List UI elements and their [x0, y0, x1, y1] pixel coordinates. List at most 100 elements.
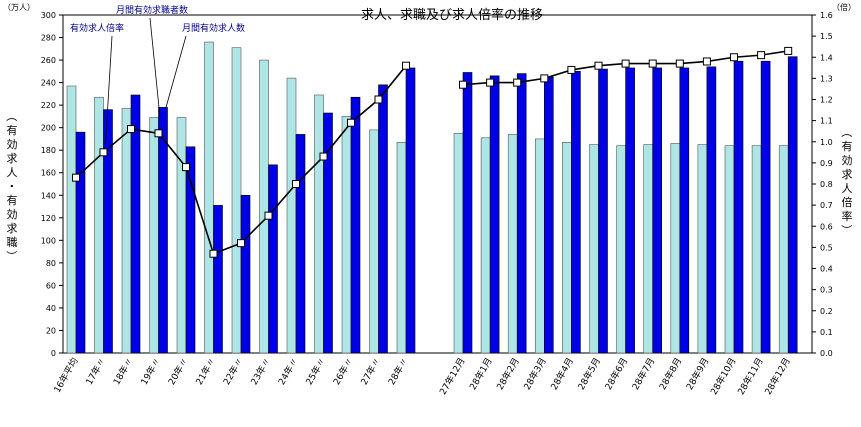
- bar-openings: [652, 67, 663, 354]
- bar-openings: [350, 96, 361, 354]
- category-label: 28年3月: [521, 356, 549, 392]
- right-tick-label: 0.9: [820, 159, 833, 168]
- left-tick-label: 280: [41, 34, 56, 43]
- bar-jobseekers: [724, 145, 735, 354]
- right-tick-label: 0.5: [820, 243, 833, 252]
- bar-openings: [706, 66, 717, 354]
- axis-title-glyph: 有: [842, 139, 853, 153]
- ratio-marker: [209, 249, 218, 258]
- right-tick-label: 1.4: [820, 53, 833, 62]
- axis-title-glyph: 効: [7, 137, 18, 151]
- annotation-label: 月間有効求職者数: [116, 4, 188, 16]
- right-tick-label: 0.2: [820, 307, 833, 316]
- left-tick-label: 220: [41, 101, 56, 110]
- right-tick-label: 1.6: [820, 11, 833, 20]
- bar-jobseekers: [751, 145, 762, 354]
- bar-openings: [213, 205, 223, 354]
- left-tick-label: 20: [46, 326, 56, 335]
- bar-jobseekers: [670, 143, 681, 354]
- bar-jobseekers: [259, 59, 269, 354]
- annotation-label: 月間有効求人数: [182, 22, 245, 34]
- ratio-marker: [182, 163, 190, 172]
- right-tick-label: 0.1: [820, 328, 833, 337]
- ratio-marker: [99, 148, 108, 157]
- annotation-leader: [149, 17, 161, 118]
- category-label: 28年7月: [629, 356, 657, 392]
- category-label: 27年〃: [358, 356, 383, 388]
- axis-title-glyph: 人: [7, 166, 18, 179]
- bar-openings: [516, 73, 527, 354]
- left-tick-label: 100: [41, 236, 56, 245]
- axis-title-glyph: ）: [840, 225, 853, 236]
- category-label: 28年9月: [684, 356, 712, 392]
- ratio-marker: [757, 51, 766, 60]
- right-tick-label: 0.8: [820, 180, 833, 189]
- right-tick-label: 0.0: [820, 349, 833, 358]
- ratio-marker: [513, 78, 522, 87]
- ratio-marker: [730, 53, 738, 62]
- bar-openings: [240, 194, 251, 354]
- category-label: 28年1月: [467, 355, 495, 391]
- left-tick-label: 200: [41, 124, 56, 133]
- bar-openings: [323, 112, 333, 354]
- right-axis-title: （有効求人倍率 ）: [840, 127, 853, 236]
- ratio-marker: [264, 211, 273, 220]
- axis-title-glyph: 人: [842, 182, 853, 195]
- bar-jobseekers: [314, 94, 324, 354]
- bar-openings: [103, 109, 113, 354]
- category-label: 18年〃: [110, 356, 135, 388]
- category-label: 22年〃: [220, 356, 245, 388]
- axis-title-glyph: 職: [7, 236, 18, 249]
- left-tick-label: 140: [41, 191, 56, 200]
- bar-openings: [295, 134, 306, 354]
- bar-openings: [75, 131, 86, 354]
- category-label: 27年12月: [437, 356, 468, 397]
- ratio-marker: [347, 118, 355, 127]
- bar-openings: [405, 67, 416, 354]
- ratio-marker: [702, 57, 711, 66]
- left-tick-label: 80: [46, 259, 56, 268]
- bar-jobseekers: [480, 137, 491, 354]
- axis-title-glyph: 有: [7, 193, 18, 207]
- annotation-leader: [105, 35, 113, 145]
- bar-jobseekers: [231, 47, 242, 354]
- bar-jobseekers: [453, 133, 464, 354]
- category-label: 28年2月: [494, 356, 522, 392]
- bar-jobseekers: [176, 117, 187, 354]
- category-label: 28年8月: [656, 356, 684, 392]
- axis-title-glyph: 効: [7, 207, 18, 221]
- bar-openings: [185, 146, 196, 354]
- category-label: 25年〃: [303, 356, 328, 388]
- right-tick-label: 0.6: [820, 222, 833, 231]
- right-tick-label: 0.3: [820, 286, 833, 295]
- category-label: 17年〃: [83, 356, 108, 388]
- axis-title-glyph: 倍: [842, 195, 853, 209]
- left-tick-label: 180: [41, 146, 56, 155]
- ratio-marker: [540, 74, 549, 83]
- axis-title-glyph: 求: [7, 152, 18, 165]
- right-tick-label: 1.5: [820, 32, 833, 41]
- plot-area: 0 20 40 60 80 100 120 140 160 180 200 220 240 260 280 3…: [41, 4, 833, 397]
- axis-title-glyph: 求: [7, 222, 18, 235]
- bar-jobseekers: [697, 144, 708, 354]
- category-label: 20年〃: [165, 356, 190, 388]
- category-label: 28年11月: [735, 356, 766, 397]
- bar-openings: [543, 76, 554, 354]
- bar-openings: [462, 72, 473, 354]
- left-tick-label: 0: [51, 349, 56, 358]
- ratio-marker: [486, 78, 495, 87]
- ratio-marker: [621, 59, 630, 68]
- category-label: 19年〃: [138, 356, 163, 388]
- bar-jobseekers: [369, 129, 379, 354]
- category-label: 28年10月: [708, 356, 739, 397]
- bar-openings: [733, 60, 744, 354]
- axis-title-glyph: ）: [5, 251, 18, 262]
- ratio-marker: [784, 46, 793, 55]
- left-tick-label: 160: [41, 169, 56, 178]
- category-label: 24年〃: [275, 356, 300, 388]
- ratio-marker: [319, 152, 328, 161]
- bar-openings: [625, 67, 635, 354]
- bar-openings: [130, 94, 141, 354]
- bar-openings: [489, 75, 500, 354]
